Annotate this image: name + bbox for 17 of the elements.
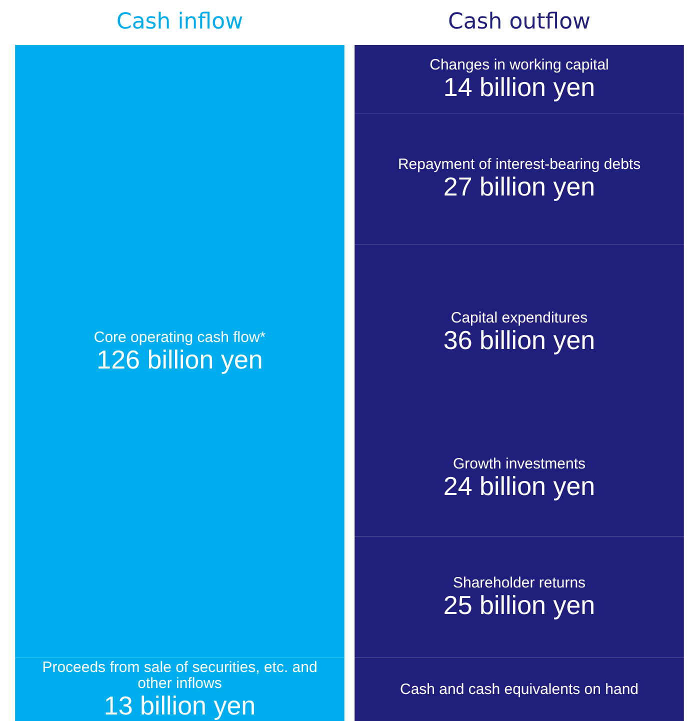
- data-label: 25 billion yen: [443, 590, 596, 620]
- data-label: 36 billion yen: [443, 324, 596, 355]
- series-label: Repayment of interest-bearing debts: [398, 156, 641, 174]
- data-label: 27 billion yen: [443, 172, 596, 202]
- series-label: Growth investments: [452, 455, 586, 472]
- series-label: Shareholder returns: [452, 574, 586, 592]
- series-label: Core operating cash flow*: [94, 328, 266, 346]
- series-label: Changes in working capital: [430, 56, 609, 74]
- series-label: Proceeds from sale of securities, etc. and other inflows: [42, 658, 318, 692]
- series-label: Cash and cash equivalents on hand: [400, 680, 639, 698]
- data-label: 24 billion yen: [443, 470, 596, 501]
- x-tick-label: Cash outflow: [448, 10, 591, 34]
- data-label: 126 billion yen: [96, 344, 263, 374]
- data-label: 14 billion yen: [443, 72, 596, 102]
- x-tick-label: Cash inflow: [116, 10, 244, 34]
- data-label: 13 billion yen: [104, 690, 256, 720]
- series-label: Capital expenditures: [450, 309, 588, 326]
